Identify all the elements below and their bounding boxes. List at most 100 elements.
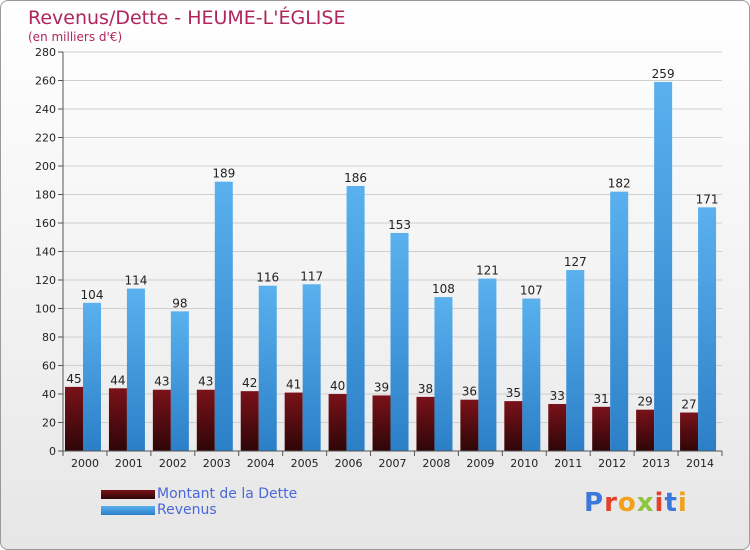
bar-dette — [108, 388, 127, 451]
y-tick-label: 280 — [35, 46, 56, 59]
bar-dette — [680, 412, 699, 451]
x-tick-label: 2007 — [379, 457, 407, 470]
bar-revenus — [522, 298, 541, 451]
data-label-revenus: 153 — [388, 218, 411, 232]
bar-dette — [372, 395, 391, 451]
logo-letter: o — [617, 488, 637, 518]
y-tick-label: 180 — [35, 189, 56, 202]
data-label-dette: 36 — [462, 385, 477, 399]
bar-revenus — [126, 288, 145, 451]
bar-revenus — [302, 284, 321, 451]
data-labels: 45 104 44 114 43 98 43 189 42 116 41 117 40 186 39 153 3… — [66, 67, 718, 412]
data-label-revenus: 127 — [564, 255, 587, 269]
data-label-dette: 45 — [66, 372, 81, 386]
bar-dette — [592, 406, 611, 451]
bar-revenus — [214, 181, 233, 452]
data-label-dette: 40 — [330, 379, 345, 393]
logo-letter: i — [677, 488, 688, 518]
logo-letter: t — [664, 488, 678, 518]
data-label-revenus: 114 — [124, 274, 147, 288]
bar-revenus — [434, 297, 453, 451]
chart-subtitle: (en milliers d'€) — [28, 30, 123, 44]
bar-revenus — [654, 81, 673, 452]
bar-revenus — [698, 207, 717, 451]
x-tick-label: 2013 — [642, 457, 670, 470]
y-tick-label: 200 — [35, 160, 56, 173]
data-label-dette: 41 — [286, 378, 301, 392]
legend-item-revenus: Revenus — [101, 502, 297, 518]
x-tick-label: 2011 — [554, 457, 582, 470]
x-tick-label: 2010 — [510, 457, 538, 470]
y-tick-label: 120 — [35, 274, 56, 287]
legend-label-revenus: Revenus — [157, 502, 217, 518]
proxiti-logo: Proxiti — [584, 488, 688, 518]
bar-revenus — [478, 278, 497, 451]
y-tick-label: 240 — [35, 103, 56, 116]
data-label-revenus: 108 — [432, 282, 455, 296]
data-label-dette: 33 — [550, 389, 565, 403]
bar-dette — [284, 392, 303, 451]
bar-dette — [65, 386, 83, 451]
legend-swatch-dette — [101, 489, 155, 499]
bar-revenus — [83, 302, 101, 451]
data-label-revenus: 259 — [652, 67, 675, 81]
y-tick-label: 60 — [42, 360, 56, 373]
data-label-revenus: 117 — [300, 269, 323, 283]
x-tick-label: 2002 — [159, 457, 187, 470]
bar-dette — [416, 396, 435, 451]
data-label-dette: 31 — [594, 392, 609, 406]
y-tick-label: 260 — [35, 75, 56, 88]
legend-item-dette: Montant de la Dette — [101, 486, 297, 502]
data-label-revenus: 121 — [476, 264, 499, 278]
y-tick-label: 140 — [35, 246, 56, 259]
y-tick-label: 160 — [35, 217, 56, 230]
x-tick-label: 2001 — [115, 457, 143, 470]
y-tick-label: 0 — [49, 445, 56, 458]
x-tick-label: 2006 — [335, 457, 363, 470]
bar-dette — [460, 399, 479, 451]
x-tick-label: 2000 — [71, 457, 99, 470]
chart-title: Revenus/Dette - HEUME-L'ÉGLISE — [28, 7, 346, 29]
bar-revenus — [566, 270, 585, 451]
data-label-dette: 44 — [110, 373, 125, 387]
bar-dette — [196, 389, 215, 451]
bars — [65, 81, 717, 452]
data-label-revenus: 171 — [696, 192, 719, 206]
data-label-dette: 39 — [374, 380, 389, 394]
bar-dette — [152, 389, 171, 451]
bar-dette — [548, 403, 567, 451]
logo-letter: x — [636, 488, 655, 518]
x-tick-label: 2004 — [247, 457, 275, 470]
x-tick-label: 2008 — [422, 457, 450, 470]
data-label-revenus: 98 — [172, 296, 187, 310]
data-label-dette: 38 — [418, 382, 433, 396]
x-tick-label: 2003 — [203, 457, 231, 470]
y-tick-label: 100 — [35, 303, 56, 316]
bar-dette — [504, 401, 523, 451]
x-tick-label: 2012 — [598, 457, 626, 470]
legend-swatch-revenus — [101, 505, 155, 515]
bar-revenus — [610, 191, 629, 451]
logo-letter: r — [604, 488, 618, 518]
x-tick-label: 2009 — [466, 457, 494, 470]
y-tick-label: 20 — [42, 417, 56, 430]
legend-label-dette: Montant de la Dette — [157, 486, 298, 502]
bar-revenus — [390, 232, 409, 451]
bar-dette — [328, 394, 347, 451]
data-label-revenus: 107 — [520, 284, 543, 298]
y-tick-label: 220 — [35, 132, 56, 145]
axes: 0 20 40 60 80 100 120 140 160 180 200 220 240 260 280 2… — [35, 46, 723, 470]
bar-dette — [636, 409, 655, 451]
data-label-revenus: 182 — [608, 177, 631, 191]
bar-revenus — [346, 185, 365, 451]
data-label-dette: 43 — [198, 375, 213, 389]
logo-letter: i — [654, 488, 665, 518]
data-label-revenus: 186 — [344, 171, 367, 185]
logo-letter: P — [584, 488, 605, 518]
bar-revenus — [170, 311, 189, 451]
y-tick-label: 80 — [42, 331, 56, 344]
legend: Montant de la Dette Revenus — [101, 486, 297, 518]
data-label-dette: 42 — [242, 376, 257, 390]
